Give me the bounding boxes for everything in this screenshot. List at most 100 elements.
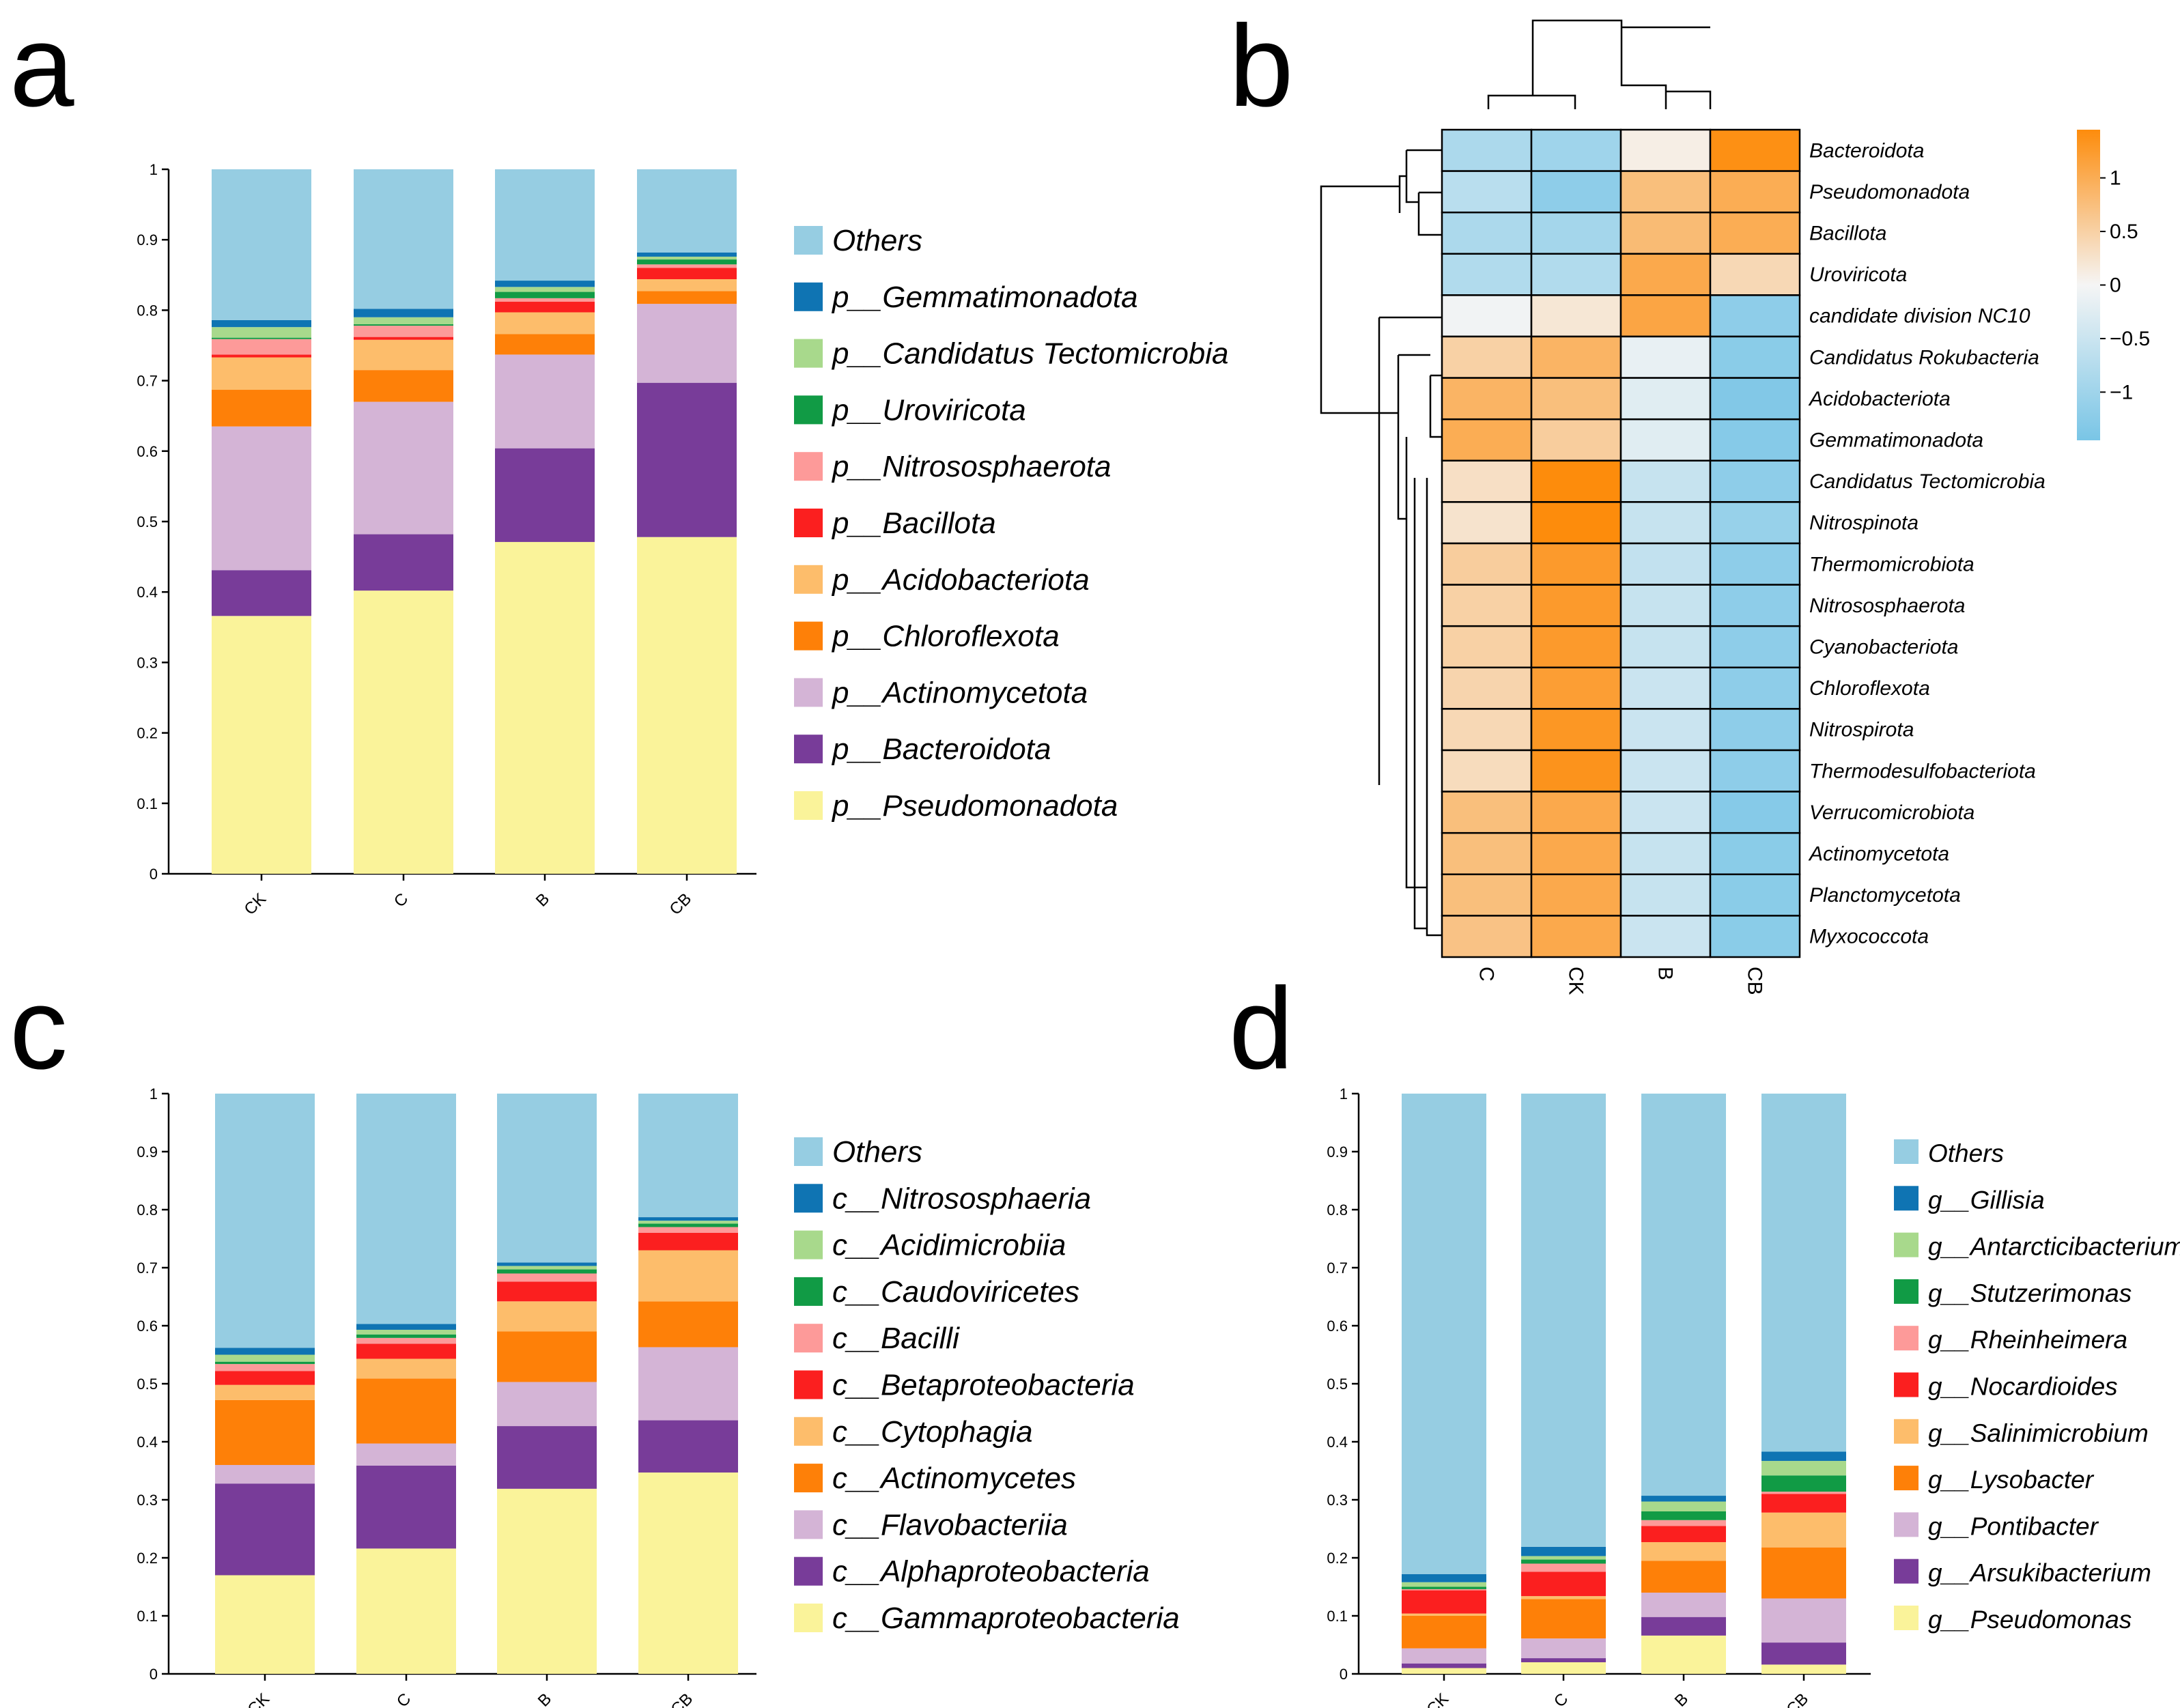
bar-segment xyxy=(215,1483,315,1576)
bar-segment xyxy=(212,570,311,616)
bar-segment xyxy=(1641,1511,1726,1520)
bar-segment xyxy=(497,1301,597,1332)
heatmap-cell xyxy=(1441,418,1533,462)
bar-segment xyxy=(495,354,595,449)
heatmap-cell xyxy=(1530,418,1622,462)
bar-segment xyxy=(215,1361,315,1365)
bar-segment xyxy=(1761,1492,1846,1494)
heatmap-row-label: Planctomycetota xyxy=(1809,884,1961,907)
bar-segment xyxy=(1402,1648,1486,1664)
bar-segment xyxy=(637,279,737,291)
legend-label: g__Stutzerimonas xyxy=(1928,1279,2132,1307)
x-tick-label: C xyxy=(1551,1690,1572,1708)
heatmap-cell xyxy=(1441,584,1533,627)
legend-swatch xyxy=(794,1137,823,1166)
y-tick-label: 0.6 xyxy=(1327,1318,1348,1335)
bar-segment xyxy=(495,541,595,874)
legend-swatch xyxy=(794,1510,823,1539)
heatmap-cell xyxy=(1709,501,1801,545)
y-tick-label: 0.1 xyxy=(1327,1608,1348,1625)
heatmap-cell xyxy=(1619,211,1712,255)
y-tick-label: 0.5 xyxy=(137,513,158,530)
legend-swatch xyxy=(794,1184,823,1213)
bar-segment xyxy=(495,169,595,281)
bar-segment xyxy=(212,337,311,339)
heatmap-cell xyxy=(1441,253,1533,296)
bar-segment xyxy=(638,1472,738,1674)
bar-segment xyxy=(1402,1582,1486,1587)
heatmap-cell xyxy=(1441,170,1533,214)
heatmap-cell xyxy=(1530,253,1622,296)
bar-segment xyxy=(638,1094,738,1218)
legend-swatch xyxy=(1894,1139,1919,1164)
heatmap-row-label: Bacteroidota xyxy=(1809,139,1924,162)
bar-segment xyxy=(497,1331,597,1382)
legend-label: g__Antarcticibacterium xyxy=(1928,1233,2180,1261)
heatmap-cell xyxy=(1530,831,1622,876)
x-tick-label: CB xyxy=(1783,1690,1813,1708)
legend-swatch xyxy=(1894,1512,1919,1537)
bar-segment xyxy=(354,534,453,591)
heatmap-cell xyxy=(1709,542,1801,586)
bar-segment xyxy=(495,281,595,287)
legend-swatch xyxy=(1894,1606,1919,1630)
heatmap-cell xyxy=(1709,459,1801,503)
bar-segment xyxy=(495,287,595,292)
heatmap-cell xyxy=(1441,335,1533,379)
heatmap-cell xyxy=(1530,128,1622,172)
bar-segment xyxy=(212,357,311,390)
heatmap-row-label: Pseudomonadota xyxy=(1809,181,1970,203)
bar-segment xyxy=(497,1488,597,1674)
bar-segment xyxy=(1521,1559,1606,1564)
bar-segment xyxy=(215,1348,315,1355)
bar-segment xyxy=(356,1334,456,1338)
bar-segment xyxy=(1402,1094,1486,1574)
heatmap-cell xyxy=(1441,128,1533,172)
legend-label: Others xyxy=(832,1135,922,1169)
heatmap-cell xyxy=(1441,501,1533,545)
legend-swatch xyxy=(794,565,823,594)
legend-swatch xyxy=(794,735,823,764)
legend-swatch xyxy=(1894,1466,1919,1491)
heatmap-row-label: Chloroflexota xyxy=(1809,677,1930,700)
bar-segment xyxy=(212,327,311,338)
colorbar-tick-label: −0.5 xyxy=(2110,328,2150,350)
heatmap-cell xyxy=(1530,170,1622,214)
bar-segment xyxy=(1761,1475,1846,1492)
heatmap-cell xyxy=(1530,459,1622,503)
heatmap-cell xyxy=(1709,831,1801,876)
heatmap-cell xyxy=(1619,170,1712,214)
bar-segment xyxy=(215,1465,315,1484)
bar-segment xyxy=(638,1217,738,1221)
bar-segment xyxy=(497,1269,597,1274)
heatmap-row-label: candidate division NC10 xyxy=(1809,305,2030,328)
heatmap-cell xyxy=(1619,377,1712,421)
legend-label: p__Nitrososphaerota xyxy=(831,450,1111,483)
bar-segment xyxy=(495,448,595,542)
heatmap-cell xyxy=(1441,915,1533,958)
bar-segment xyxy=(638,1227,738,1233)
bar-segment xyxy=(1761,1642,1846,1665)
bar-segment xyxy=(1761,1547,1846,1599)
heatmap-cell xyxy=(1530,749,1622,793)
bar-segment xyxy=(212,169,311,320)
legend-label: p__Gemmatimonadota xyxy=(831,281,1138,314)
bar-segment xyxy=(638,1301,738,1348)
heatmap-col-label: CK xyxy=(1565,967,1587,995)
colorbar xyxy=(2077,130,2100,440)
legend-swatch xyxy=(794,1556,823,1586)
heatmap-cell xyxy=(1619,294,1712,338)
legend-label: g__Salinimicrobium xyxy=(1928,1419,2149,1447)
bar-segment xyxy=(495,298,595,302)
heatmap-cell xyxy=(1709,915,1801,958)
legend-swatch xyxy=(794,1324,823,1353)
x-tick-label: CK xyxy=(244,1690,274,1708)
legend-label: g__Pontibacter xyxy=(1928,1512,2099,1540)
bar-segment xyxy=(1521,1563,1606,1572)
legend-label: p__Chloroflexota xyxy=(831,620,1060,653)
y-tick-label: 0.8 xyxy=(137,1201,158,1219)
heatmap-cell xyxy=(1441,831,1533,876)
y-tick-label: 0.4 xyxy=(137,584,158,601)
